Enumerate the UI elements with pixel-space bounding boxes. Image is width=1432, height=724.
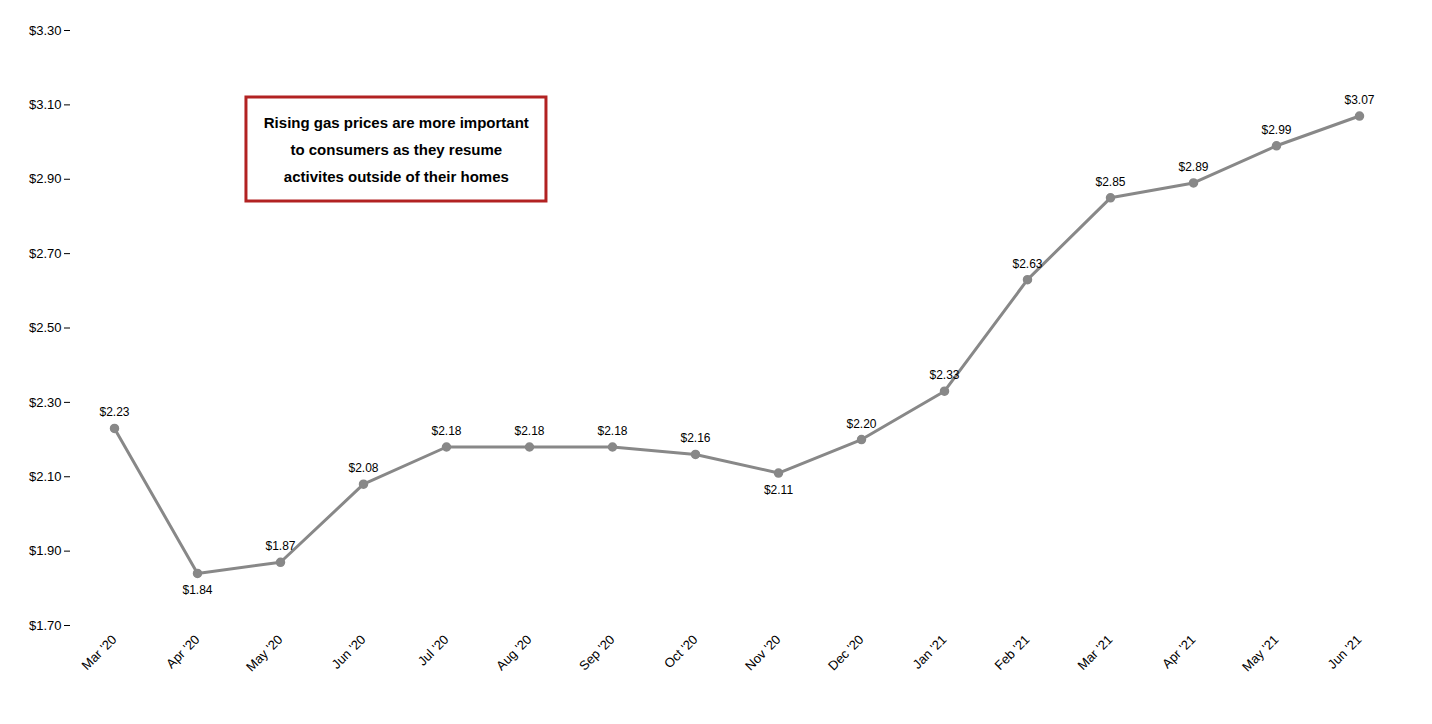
svg-text:Oct '20: Oct '20 (661, 632, 700, 671)
svg-text:May '21: May '21 (1239, 632, 1282, 675)
svg-text:$2.11: $2.11 (764, 483, 793, 497)
svg-text:$2.08: $2.08 (348, 461, 378, 475)
svg-text:$2.63: $2.63 (1012, 257, 1042, 271)
svg-text:Aug '20: Aug '20 (493, 632, 534, 673)
svg-text:$2.33: $2.33 (929, 368, 959, 382)
svg-text:Sep '20: Sep '20 (576, 632, 617, 673)
svg-text:May '20: May '20 (243, 632, 286, 675)
svg-text:$2.50: $2.50 (29, 320, 62, 335)
svg-text:Nov '20: Nov '20 (742, 632, 783, 673)
svg-text:Jun '21: Jun '21 (1325, 632, 1365, 672)
svg-text:Apr '20: Apr '20 (163, 632, 202, 671)
svg-text:$3.07: $3.07 (1344, 93, 1374, 107)
svg-text:Apr '21: Apr '21 (1159, 632, 1198, 671)
svg-text:$1.90: $1.90 (29, 543, 62, 558)
svg-text:$2.89: $2.89 (1178, 160, 1208, 174)
svg-text:Jun '20: Jun '20 (329, 632, 369, 672)
svg-text:Dec '20: Dec '20 (825, 632, 866, 673)
html-text:Rising gas prices are more imp: Rising gas prices are more important to … (263, 113, 529, 185)
svg-text:$2.85: $2.85 (1095, 175, 1125, 189)
svg-text:$2.70: $2.70 (29, 246, 62, 261)
svg-text:Jul '20: Jul '20 (415, 632, 452, 669)
svg-text:$2.23: $2.23 (99, 405, 129, 419)
svg-text:$2.16: $2.16 (680, 431, 710, 445)
svg-text:$3.30: $3.30 (29, 23, 62, 38)
svg-text:$1.70: $1.70 (29, 618, 62, 633)
svg-text:$2.30: $2.30 (29, 395, 62, 410)
svg-text:$2.18: $2.18 (514, 424, 544, 438)
svg-text:$2.99: $2.99 (1261, 123, 1291, 137)
svg-text:$2.18: $2.18 (431, 424, 461, 438)
svg-text:$2.90: $2.90 (29, 171, 62, 186)
svg-text:$1.87: $1.87 (265, 539, 295, 553)
svg-text:Mar '20: Mar '20 (79, 632, 120, 673)
svg-text:$3.10: $3.10 (29, 97, 62, 112)
svg-text:Mar '21: Mar '21 (1075, 632, 1116, 673)
svg-text:$2.20: $2.20 (846, 417, 876, 431)
svg-text:$2.18: $2.18 (597, 424, 627, 438)
svg-text:Jan '21: Jan '21 (910, 632, 950, 672)
svg-text:$1.84: $1.84 (182, 583, 212, 597)
svg-text:$2.10: $2.10 (29, 469, 62, 484)
svg-text:Feb '21: Feb '21 (992, 632, 1033, 673)
